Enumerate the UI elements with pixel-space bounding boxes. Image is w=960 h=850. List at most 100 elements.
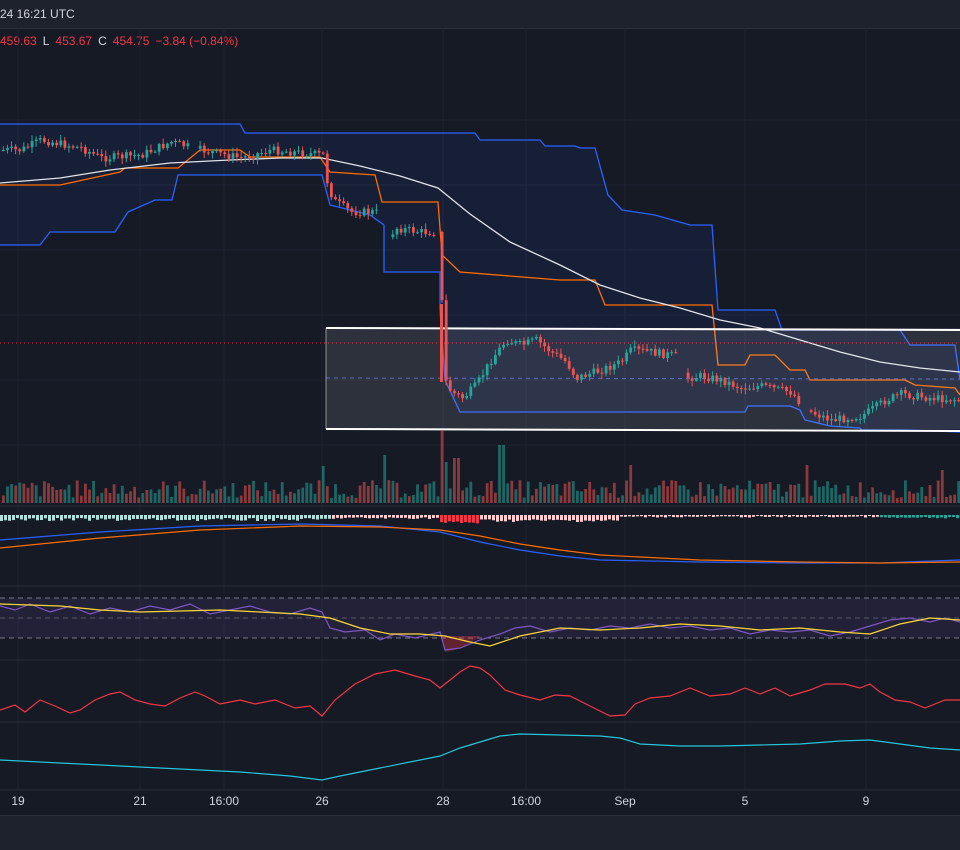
pane-separators[interactable] [0,505,960,791]
candle-body [137,154,141,156]
candle-body [334,197,337,200]
volume-bar [383,455,387,503]
volume-bar [703,496,706,503]
histogram-bar [724,515,727,517]
histogram-bar [36,515,39,521]
candle-body [272,146,276,150]
volume-bar [248,484,251,503]
histogram-bar [772,515,775,517]
volume-bar [621,495,624,503]
histogram-bar [32,515,35,519]
candle-body [936,395,940,401]
candle-body [75,146,79,148]
volume-bar [75,480,79,503]
candlestick-series[interactable] [2,134,960,427]
histogram-bar [508,515,511,520]
candle-spike [440,304,443,382]
candle-body [293,151,296,156]
candle-body [707,378,710,382]
histogram-bar [608,515,611,520]
candle-body [666,352,669,358]
candle-body [202,145,206,153]
histogram-bar [216,515,219,519]
volume-bar [858,482,862,503]
volume-bar [309,483,313,503]
histogram-bar [272,515,275,521]
candle-body [772,385,776,388]
volume-bar [908,491,911,503]
volume-bar [752,489,756,503]
histogram-bar [220,515,223,520]
volume-bar [272,489,276,503]
histogram-bar [424,515,427,518]
histogram-bar [752,515,755,517]
candle-body [71,146,75,148]
x-tick-26: 26 [315,794,329,808]
volume-bar [350,495,354,503]
histogram-bar [320,515,323,519]
volume-bar [559,495,563,503]
histogram-bar [412,515,415,519]
histogram-bar [332,515,335,519]
volume-bar [744,489,747,503]
histogram-bar [480,515,483,520]
volume-bar [748,480,751,503]
histogram-bar [324,515,327,519]
volume-bar [428,483,432,503]
volume-bar [22,483,26,503]
candle-body [412,227,415,233]
histogram-bar [456,515,459,522]
volume-bar [395,482,399,503]
x-axis[interactable]: 19 21 16:00 26 28 16:00 Sep 5 9 [11,794,869,808]
histogram-bar [648,515,651,517]
histogram-bar [852,515,855,517]
candle-body [686,372,690,379]
candle-body [448,380,452,391]
candle-body [875,402,879,407]
histogram-bar [728,515,731,517]
candle-body [789,391,792,395]
bottom-toolbar [0,815,960,850]
candle-body [112,153,116,160]
histogram-bar [184,515,187,520]
candle-body [530,338,534,340]
volume-bar [129,491,132,503]
volume-bar [822,486,825,503]
volume-bar [731,487,735,503]
candle-body [891,394,895,402]
volume-bar [133,486,136,503]
volume-bar [190,493,194,503]
volume-bar [506,483,510,503]
histogram-bar [244,515,247,521]
candle-body [38,138,42,140]
volume-bar [588,481,592,503]
macd-line [0,523,960,564]
volume-bar [567,481,571,503]
histogram-bar [156,515,159,521]
candle-body [444,300,448,381]
volume-bar [817,486,821,503]
histogram-bar [152,515,155,519]
histogram-bar [20,515,23,520]
x-tick-16-00-a: 16:00 [209,794,239,808]
histogram-bar [428,515,431,519]
histogram-bar [304,515,307,519]
histogram-bar [544,515,547,521]
volume-bar [338,494,341,503]
histogram-bar [636,515,639,517]
candle-body [785,386,788,392]
histogram-bar [44,515,47,519]
volume-bar [453,458,456,503]
candle-body [305,156,309,158]
volume-bar [899,497,903,503]
candle-body [592,368,596,374]
candle-body [43,138,46,142]
volume-bar [932,496,936,503]
candle-body [342,201,346,204]
candle-body [748,388,751,390]
histogram-bar [344,515,347,518]
candle-body [161,143,165,149]
volume-bar [227,496,231,503]
